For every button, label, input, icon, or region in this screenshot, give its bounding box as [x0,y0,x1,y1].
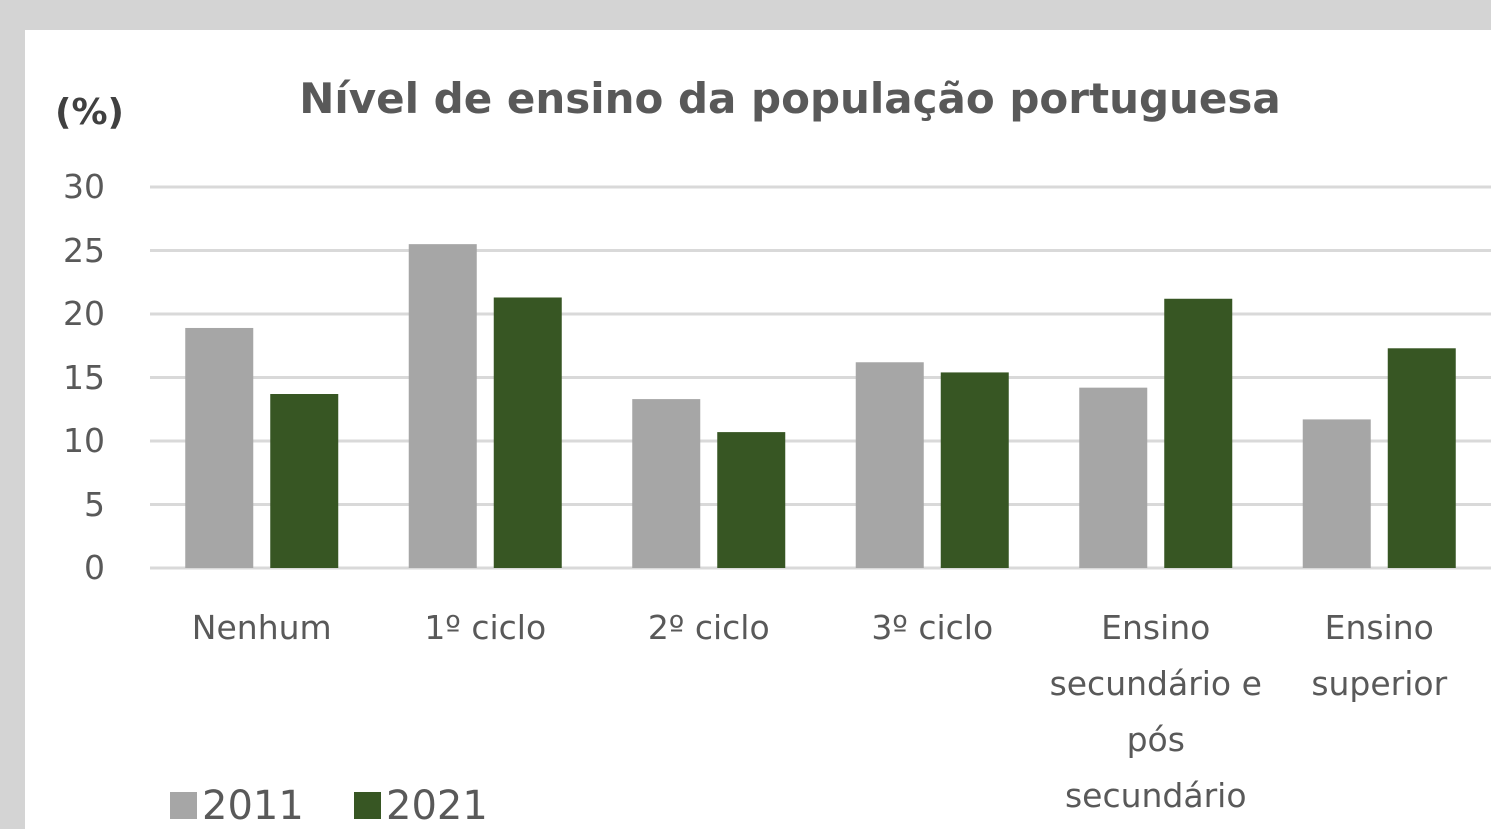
bar [185,327,254,568]
bar [855,362,924,568]
y-tick-label: 15 [63,357,105,397]
plot [150,185,1491,819]
y-tick-label: 25 [63,230,105,270]
legend-label: 2021 [386,783,488,829]
y-tick-label: 0 [84,548,105,587]
bar [270,394,339,568]
x-tick-label: Ensino secundário e pós secundário [1049,608,1262,815]
x-tick-label: Nenhum [191,608,332,647]
bar [493,297,562,568]
y-tick-label: 10 [63,421,105,460]
y-tick-label: 30 [63,167,105,206]
x-tick-label: Ensino superior [1311,608,1448,703]
bar [1302,419,1371,568]
bar [408,244,477,568]
bar [717,432,786,568]
y-tick-label: 5 [84,484,105,524]
legend-label: 2011 [202,783,304,829]
x-tick-label: 3º ciclo [871,608,994,647]
x-tick-label: 1º ciclo [424,608,547,647]
y-axis-label: (%) [55,92,124,133]
bar [940,372,1009,568]
chart-title: Nível de ensino da população portuguesa [299,74,1281,123]
legend-swatch [354,792,381,819]
bar [1079,387,1148,568]
chart: Nível de ensino da população portuguesa … [25,30,1491,829]
bar [1387,348,1456,568]
legend-swatch [170,792,197,819]
bar [1164,298,1233,568]
x-tick-label: 2º ciclo [647,608,770,647]
y-tick-label: 20 [63,294,105,333]
bar [632,399,701,568]
